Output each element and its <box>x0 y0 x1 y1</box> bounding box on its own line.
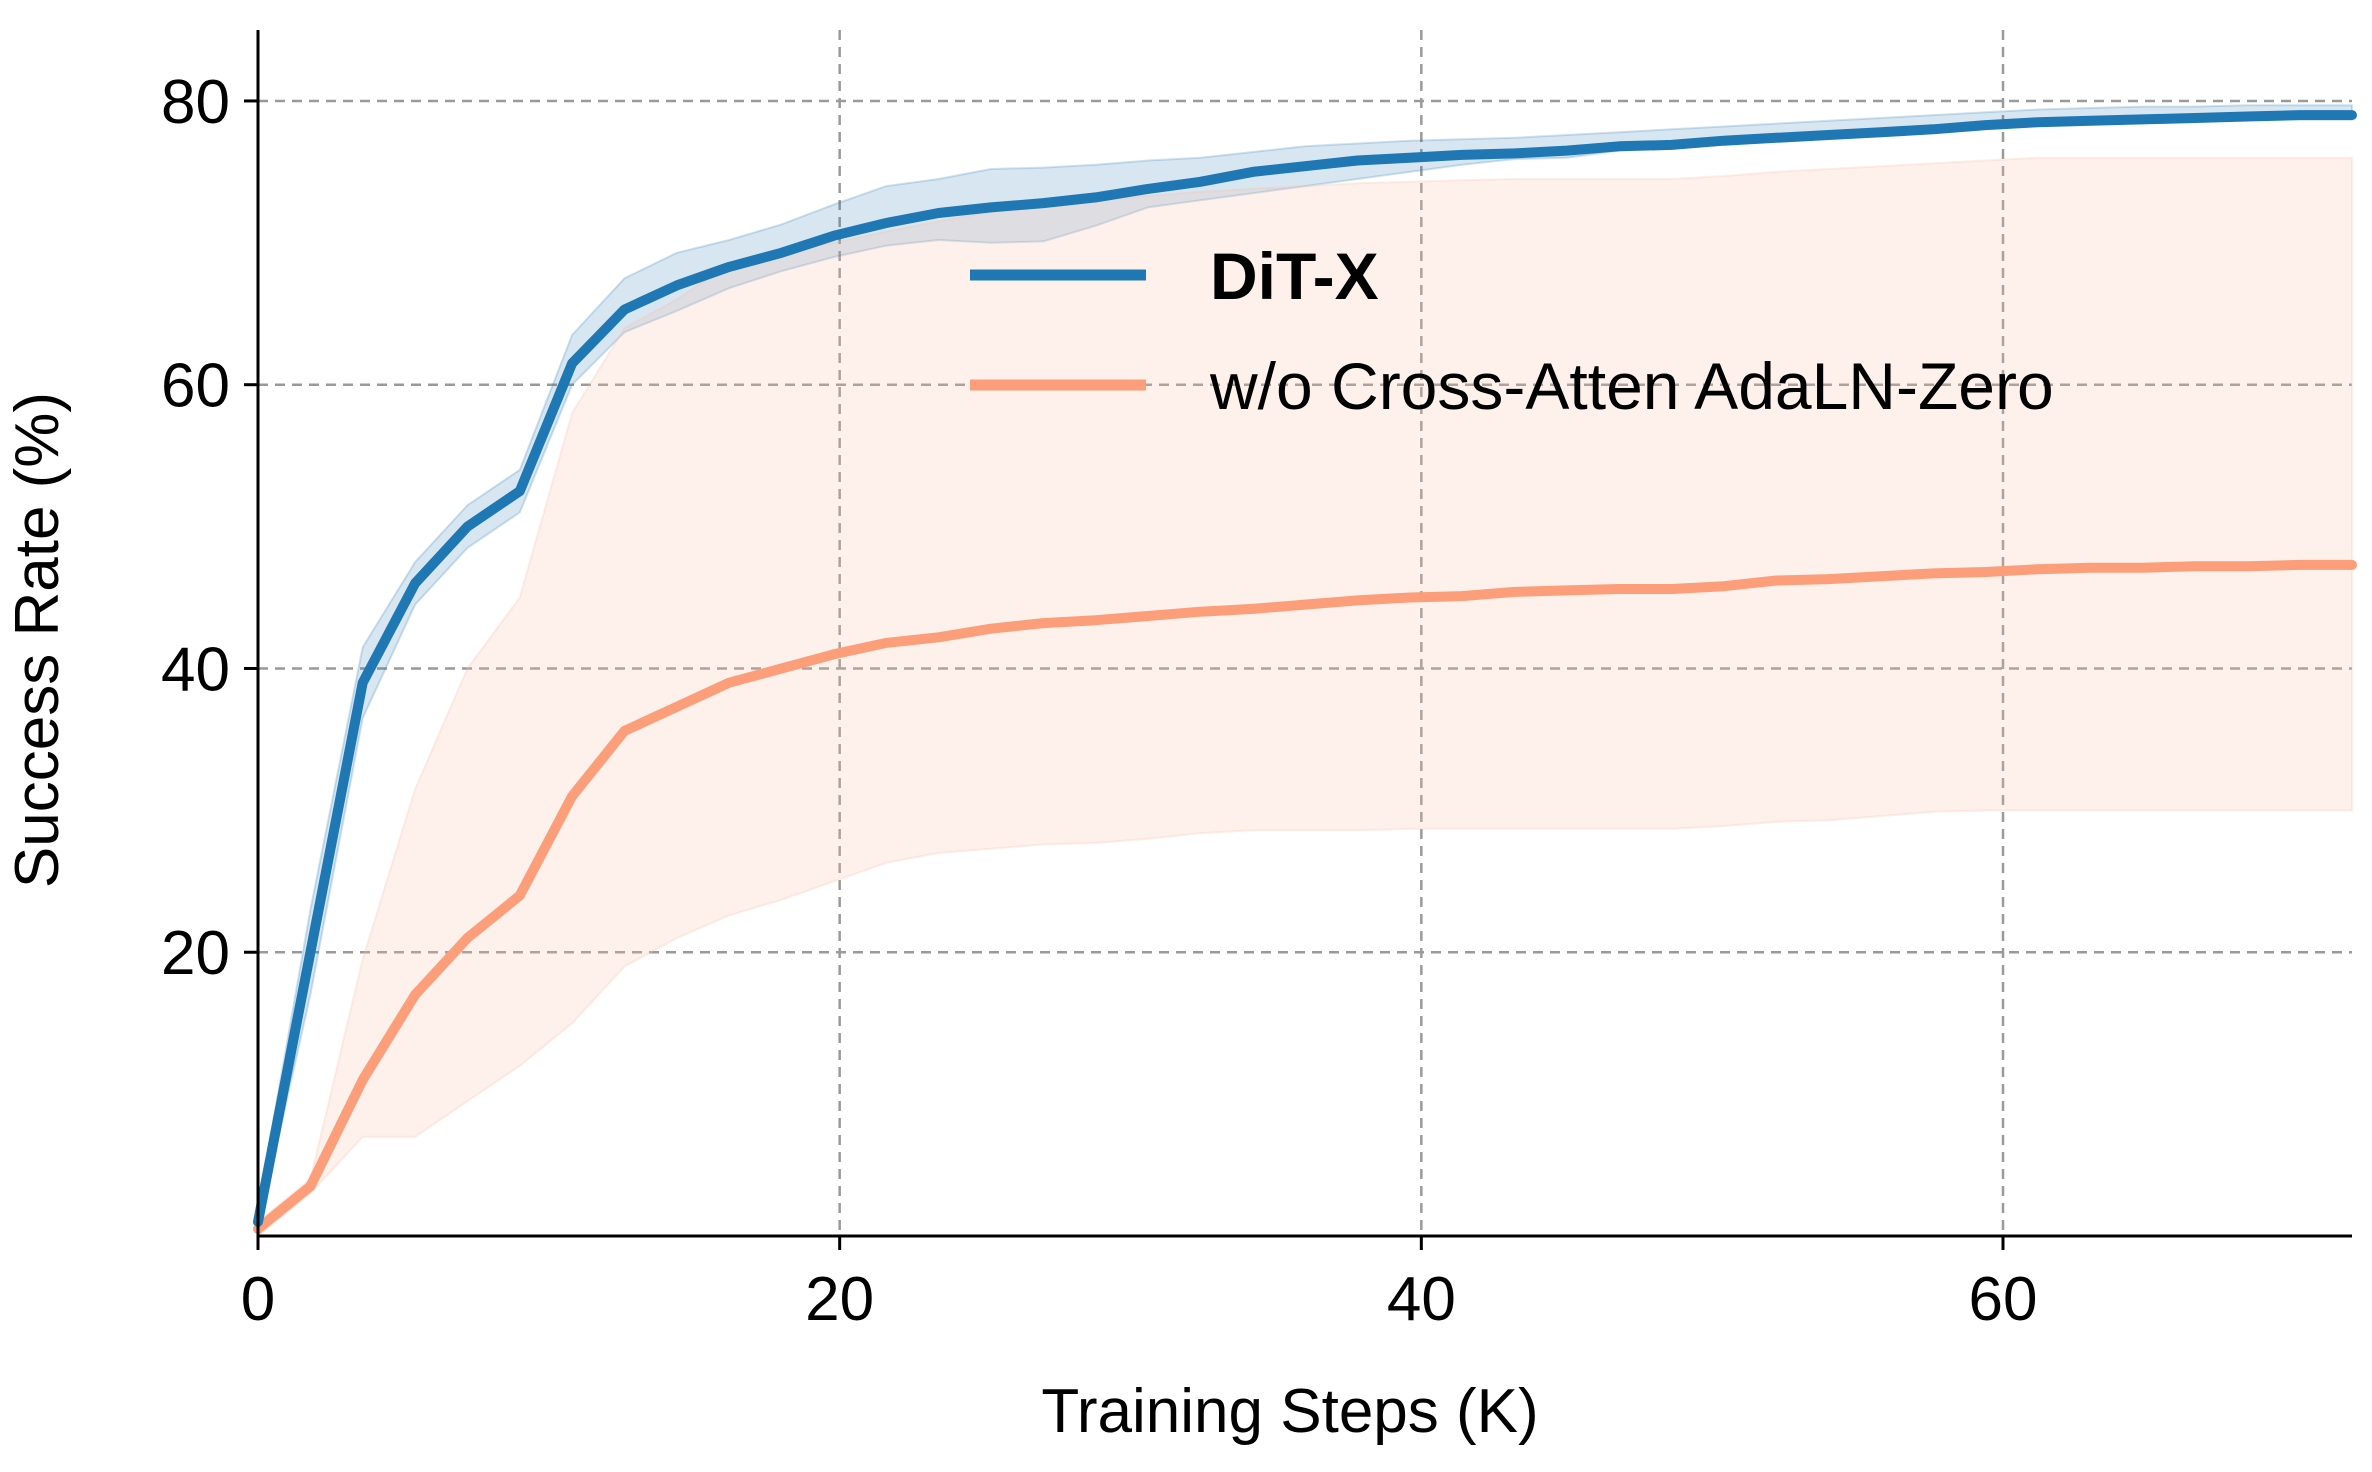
x-tick-label-3: 60 <box>1969 1265 2038 1334</box>
grid-lines <box>258 30 2352 1236</box>
tick-labels: 0 20 40 60 20 40 60 80 <box>161 68 2037 1334</box>
y-tick-label-0: 20 <box>161 919 230 988</box>
x-tick-label-0: 0 <box>241 1265 275 1334</box>
legend: DiT-X w/o Cross-Atten AdaLN-Zero <box>970 239 2054 423</box>
y-axis-title: Success Rate (%) <box>3 392 72 888</box>
legend-label-1: w/o Cross-Atten AdaLN-Zero <box>1209 349 2054 423</box>
series-line-1 <box>253 559 2357 1234</box>
x-tick-label-2: 40 <box>1387 1265 1456 1334</box>
y-tick-label-2: 60 <box>161 352 230 421</box>
series-band-1 <box>257 156 2353 1239</box>
y-tick-label-3: 80 <box>161 68 230 137</box>
x-axis-title: Training Steps (K) <box>1041 1377 1538 1446</box>
series-lines <box>253 110 2357 1234</box>
series-line-0 <box>253 110 2357 1227</box>
y-tick-label-1: 40 <box>161 635 230 704</box>
axes <box>244 30 2352 1250</box>
legend-label-0: DiT-X <box>1210 239 1379 313</box>
x-tick-label-1: 20 <box>805 1265 874 1334</box>
